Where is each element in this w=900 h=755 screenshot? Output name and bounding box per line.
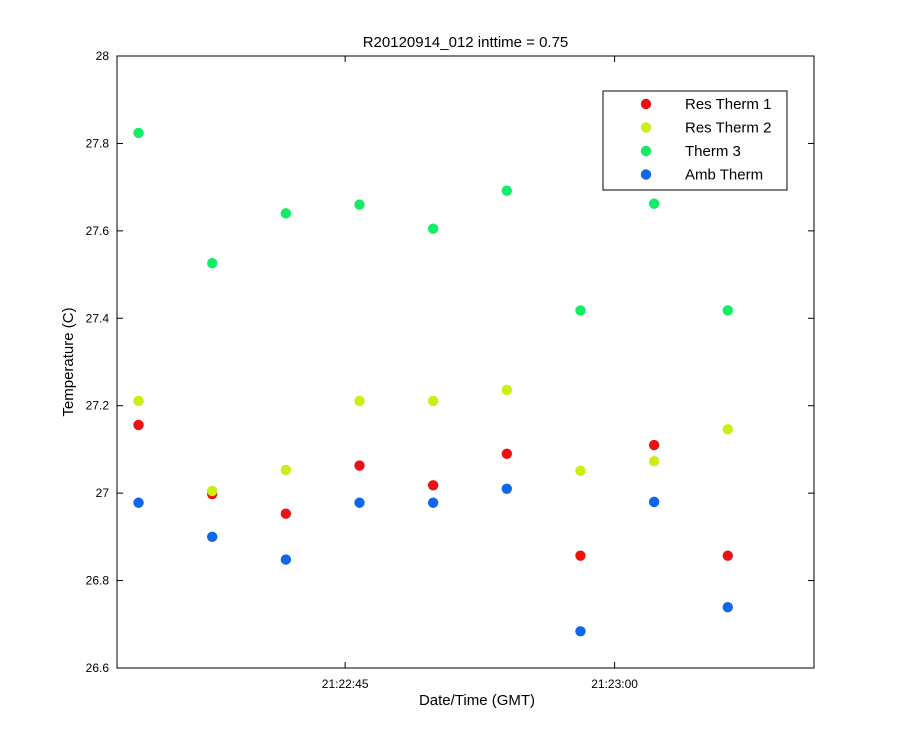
legend-marker-res-therm-2: [640, 122, 652, 133]
point-amb-therm: [648, 496, 660, 508]
point-res-therm-1: [354, 460, 365, 471]
point-res-therm-2: [722, 424, 733, 435]
y-tick-label: 27.4: [86, 311, 110, 325]
point-therm-3: [575, 305, 586, 316]
y-tick-label: 27: [96, 486, 110, 500]
point-therm-3: [207, 258, 218, 269]
legend-marker-res-therm-1: [640, 98, 652, 110]
y-tick-label: 27.6: [86, 224, 110, 238]
x-tick-label: 21:22:45: [322, 677, 369, 691]
axes: 26.6 26.8 27 27.2 27.4 27.6 27.8 28 21:22:45 21:2…: [86, 49, 814, 691]
point-therm-3: [648, 198, 660, 209]
y-axis-label: Temperature (C): [60, 307, 77, 416]
point-res-therm-1: [501, 448, 513, 459]
point-res-therm-2: [575, 465, 586, 477]
y-tick-label: 27.2: [86, 399, 110, 413]
y-tick-label: 26.8: [86, 574, 110, 588]
x-axis-label: Date/Time (GMT): [419, 692, 535, 709]
point-res-therm-2: [133, 395, 144, 407]
x-tick-label: 21:23:00: [591, 677, 638, 691]
point-amb-therm: [280, 554, 292, 565]
y-tick-label: 26.6: [86, 661, 110, 675]
legend: Res Therm 1 Res Therm 2 Therm 3 Amb Therm: [602, 90, 788, 191]
point-amb-therm: [354, 497, 365, 508]
data-points: [133, 127, 733, 637]
point-amb-therm: [427, 497, 439, 508]
point-res-therm-2: [427, 395, 439, 407]
point-res-therm-2: [354, 395, 365, 407]
point-therm-3: [280, 208, 292, 219]
legend-label-res-therm-2: Res Therm 2: [685, 120, 771, 137]
legend-marker-therm-3: [640, 145, 652, 157]
legend-label-res-therm-1: Res Therm 1: [685, 96, 771, 113]
point-res-therm-1: [280, 508, 292, 519]
point-res-therm-1: [648, 439, 660, 451]
point-therm-3: [133, 127, 144, 139]
point-amb-therm: [133, 497, 144, 508]
point-res-therm-2: [501, 384, 513, 396]
point-therm-3: [354, 199, 365, 210]
chart-title: R20120914_012 inttime = 0.75: [363, 34, 569, 51]
legend-box: [602, 90, 788, 191]
point-res-therm-2: [280, 464, 292, 476]
legend-label-therm-3: Therm 3: [685, 143, 741, 160]
point-amb-therm: [722, 602, 733, 613]
point-amb-therm: [575, 626, 586, 637]
point-res-therm-2: [648, 456, 660, 467]
point-res-therm-1: [427, 480, 439, 491]
y-tick-label: 28: [96, 49, 110, 63]
point-therm-3: [722, 305, 733, 316]
y-tick-label: 27.8: [86, 136, 110, 150]
legend-label-amb-therm: Amb Therm: [685, 167, 763, 184]
point-res-therm-1: [575, 550, 586, 561]
point-res-therm-1: [722, 550, 733, 561]
point-therm-3: [501, 185, 513, 196]
point-res-therm-1: [133, 419, 144, 431]
legend-marker-amb-therm: [640, 169, 652, 180]
point-res-therm-2: [207, 485, 218, 497]
point-amb-therm: [501, 483, 513, 494]
point-amb-therm: [207, 531, 218, 543]
point-therm-3: [427, 223, 439, 234]
